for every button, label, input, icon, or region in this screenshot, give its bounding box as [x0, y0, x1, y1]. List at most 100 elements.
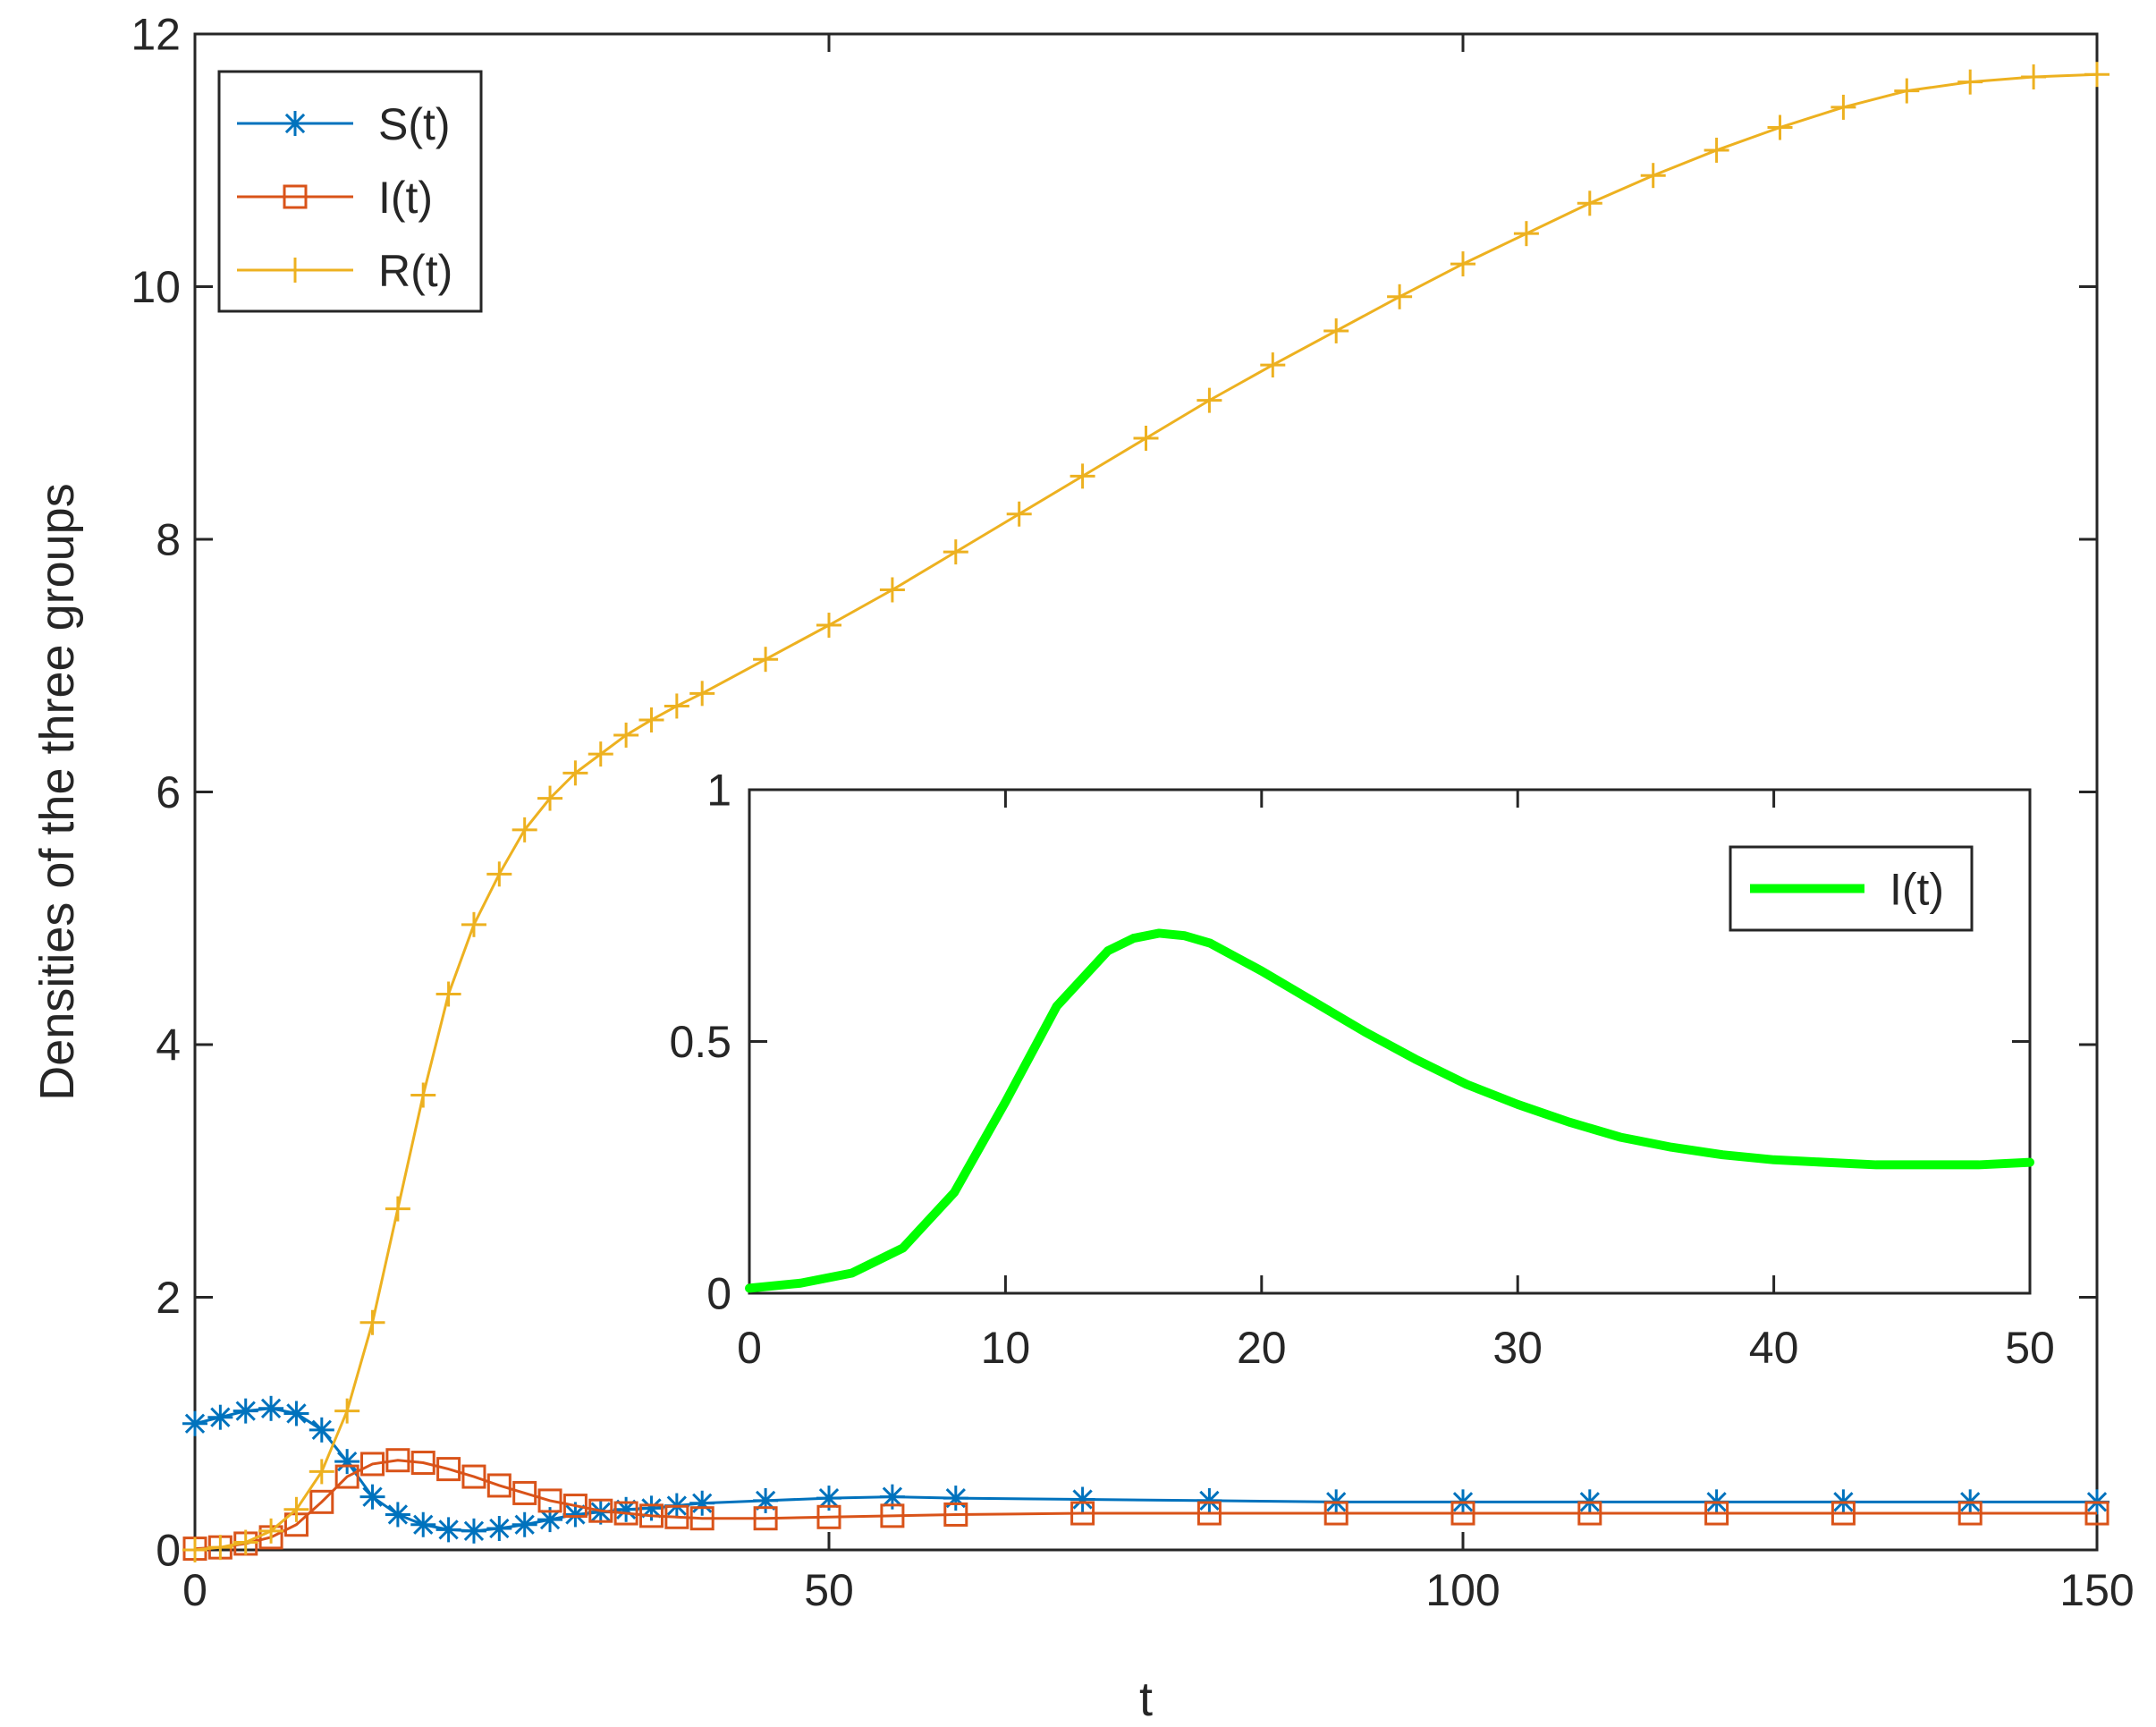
legend-label-0: S(t)	[378, 99, 451, 149]
series-2-marker	[1196, 387, 1222, 413]
series-1-marker	[410, 1451, 435, 1476]
series-1-marker	[385, 1448, 410, 1473]
series-2-marker	[334, 1398, 360, 1424]
series-2-marker	[1513, 221, 1539, 247]
series-1-marker	[334, 1464, 359, 1489]
series-0-marker	[385, 1502, 410, 1528]
main-y-tick-label: 8	[156, 515, 181, 565]
series-0-marker	[283, 1401, 309, 1426]
series-2-marker	[207, 1535, 233, 1561]
y-axis-label: Densities of the three groups	[30, 483, 84, 1100]
main-x-tick-label: 150	[2059, 1565, 2134, 1615]
series-2-marker	[410, 1082, 436, 1108]
series-1-marker	[2084, 1501, 2109, 1526]
series-0-marker	[486, 1515, 512, 1541]
series-0-marker	[1196, 1487, 1222, 1513]
inset-x-tick-label: 0	[737, 1323, 762, 1373]
series-2-marker	[638, 707, 664, 732]
series-1-marker	[309, 1489, 334, 1514]
series-2-marker	[283, 1496, 309, 1522]
series-2-marker	[385, 1196, 410, 1222]
inset-x-tick-label: 50	[2005, 1323, 2055, 1373]
series-0-marker	[943, 1486, 968, 1511]
series-2-marker	[816, 613, 841, 639]
series-0-marker	[309, 1417, 334, 1443]
series-1-marker	[816, 1504, 841, 1529]
main-y-tick-label: 4	[156, 1020, 181, 1071]
main-y-tick-label: 0	[156, 1526, 181, 1576]
series-0-marker	[562, 1502, 588, 1528]
legend-label-2: R(t)	[378, 246, 452, 296]
series-2-marker	[258, 1518, 284, 1544]
series-2-marker	[613, 722, 639, 748]
series-2-marker	[512, 817, 537, 842]
series-2-marker	[309, 1459, 334, 1485]
series-1-marker	[1577, 1501, 1602, 1526]
inset-x-tick-label: 20	[1237, 1323, 1287, 1373]
series-1-marker	[613, 1501, 638, 1526]
main-x-tick-label: 100	[1425, 1565, 1500, 1615]
series-1-marker	[1070, 1501, 1095, 1526]
series-0-marker	[207, 1404, 233, 1430]
series-0-marker	[461, 1518, 486, 1544]
series-2-marker	[1830, 94, 1856, 120]
series-2-marker	[879, 577, 905, 603]
series-1-marker	[436, 1457, 461, 1482]
series-1-marker	[943, 1502, 968, 1527]
series-1-marker	[1196, 1501, 1222, 1526]
series-0-marker	[1070, 1486, 1095, 1512]
series-1-marker	[360, 1452, 385, 1477]
main-y-tick-label: 6	[156, 767, 181, 817]
inset-legend-label-0: I(t)	[1890, 865, 1944, 915]
inset-y-tick-label: 0.5	[669, 1017, 731, 1067]
series-0-marker	[410, 1511, 436, 1537]
series-2-marker	[537, 785, 563, 811]
series-line-1	[194, 1459, 2097, 1551]
series-2-marker	[1260, 352, 1286, 378]
series-2-marker	[486, 861, 512, 887]
x-axis-label: t	[1139, 1672, 1153, 1726]
series-1-marker	[588, 1498, 613, 1523]
series-1-marker	[461, 1464, 486, 1489]
main-x-tick-label: 0	[182, 1565, 207, 1615]
main-y-tick-label: 10	[131, 262, 181, 312]
series-2-marker	[588, 741, 613, 767]
series-1-marker	[537, 1488, 562, 1513]
series-2-marker	[943, 539, 968, 565]
series-2-marker	[689, 681, 715, 707]
series-1-marker	[1957, 1501, 1983, 1526]
series-1-marker	[512, 1480, 537, 1505]
series-2-marker	[2084, 62, 2109, 88]
series-0-marker	[258, 1395, 284, 1421]
legend-marker-2	[283, 258, 308, 283]
series-0-marker	[689, 1490, 715, 1516]
series-1-marker	[486, 1473, 512, 1498]
series-2-marker	[2021, 64, 2047, 90]
series-0-marker	[182, 1410, 207, 1436]
legend-marker-0	[283, 111, 308, 136]
series-1-marker	[638, 1503, 664, 1528]
series-0-marker	[613, 1496, 639, 1522]
series-2-marker	[1006, 501, 1032, 527]
series-2-marker	[461, 911, 486, 937]
inset-y-tick-label: 1	[706, 766, 731, 816]
series-2-marker	[1323, 317, 1349, 343]
series-2-marker	[435, 981, 461, 1007]
inset-x-tick-label: 10	[981, 1323, 1031, 1373]
series-2-marker	[1577, 190, 1602, 216]
series-2-marker	[1704, 137, 1729, 163]
series-2-marker	[562, 760, 588, 786]
series-2-marker	[1640, 163, 1666, 189]
series-2-marker	[1767, 114, 1793, 140]
series-1-marker	[664, 1504, 689, 1529]
legend-marker-1	[283, 184, 308, 209]
series-1-marker	[1323, 1501, 1349, 1526]
series-2-marker	[233, 1529, 258, 1555]
series-1-marker	[562, 1494, 588, 1519]
series-2-marker	[359, 1309, 385, 1335]
series-0-marker	[537, 1507, 563, 1533]
series-2-marker	[664, 693, 689, 719]
series-0-marker	[233, 1398, 258, 1424]
series-1-marker	[753, 1506, 778, 1531]
